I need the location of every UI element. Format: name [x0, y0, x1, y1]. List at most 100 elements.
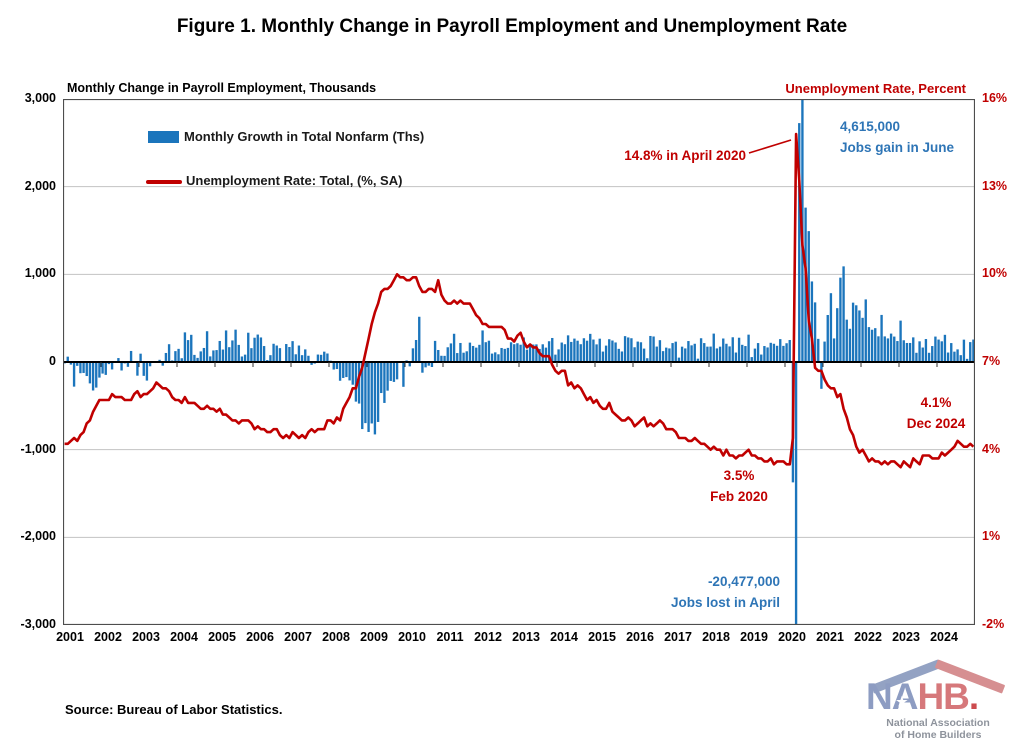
- annotation-feb-2020-rate: 3.5% Feb 2020: [694, 465, 784, 507]
- payroll-bar: [737, 337, 741, 362]
- payroll-bar: [725, 343, 728, 362]
- payroll-bar: [228, 347, 231, 362]
- payroll-bar: [240, 356, 244, 362]
- x-axis-year-label: 2014: [550, 630, 578, 644]
- payroll-bar: [262, 346, 266, 362]
- payroll-bar: [817, 338, 820, 362]
- payroll-bar: [500, 347, 503, 362]
- payroll-bar: [519, 344, 522, 362]
- payroll-bar: [839, 277, 842, 362]
- payroll-bar: [649, 335, 652, 362]
- payroll-bar: [940, 341, 943, 362]
- payroll-bar: [414, 339, 418, 362]
- payroll-bar: [744, 346, 747, 362]
- payroll-bar: [348, 362, 351, 381]
- legend-bar-label: Monthly Growth in Total Nonfarm (Ths): [184, 129, 425, 144]
- payroll-bar: [677, 357, 681, 362]
- payroll-bar: [620, 351, 624, 362]
- payroll-bar: [95, 362, 98, 388]
- x-axis-year-label: 2002: [94, 630, 122, 644]
- payroll-bar: [972, 339, 975, 362]
- payroll-bar: [272, 343, 275, 362]
- payroll-bar: [145, 362, 149, 381]
- payroll-bar: [297, 345, 301, 362]
- payroll-bar: [589, 333, 592, 362]
- annotation-dec-2024-rate-value: 4.1%: [920, 395, 952, 410]
- payroll-bar: [177, 348, 180, 362]
- payroll-bar: [72, 362, 76, 387]
- annotation-june-jobs-gain-value: 4,615,000: [840, 119, 901, 134]
- annotation-april-jobs-lost-value: -20,477,000: [707, 574, 780, 589]
- payroll-bar: [468, 342, 472, 362]
- payroll-bar: [756, 343, 760, 362]
- payroll-bar: [734, 352, 738, 362]
- payroll-bar: [782, 345, 785, 362]
- payroll-bar: [874, 328, 877, 362]
- payroll-bar: [205, 331, 209, 362]
- right-axis-tick-label: 16%: [982, 91, 1008, 105]
- payroll-bar: [421, 362, 424, 373]
- payroll-bar: [443, 355, 446, 362]
- source-note: Source: Bureau of Labor Statistics.: [65, 702, 283, 717]
- payroll-bar: [946, 352, 950, 362]
- annotation-april-jobs-lost-text: Jobs lost in April: [670, 595, 780, 610]
- payroll-bar: [715, 348, 719, 362]
- right-axis-tick-label: 1%: [982, 529, 1001, 544]
- payroll-bar: [810, 281, 814, 362]
- payroll-bar: [342, 362, 345, 378]
- annotation-feb-2020-rate-value: 3.5%: [723, 468, 755, 483]
- payroll-bar: [142, 362, 145, 376]
- payroll-bar: [535, 344, 538, 362]
- payroll-bar: [376, 362, 380, 422]
- payroll-bar: [905, 342, 909, 362]
- payroll-bar: [608, 339, 611, 362]
- payroll-bar: [560, 342, 563, 362]
- payroll-bar: [66, 356, 69, 362]
- payroll-bar: [224, 330, 228, 362]
- payroll-bar: [357, 362, 361, 404]
- logo-wordmark: NAHB.: [866, 678, 979, 716]
- right-axis-tick-label: 7%: [982, 354, 1001, 368]
- payroll-bar: [668, 348, 671, 362]
- payroll-bar: [338, 362, 342, 381]
- payroll-bar: [832, 338, 836, 362]
- payroll-bar: [877, 336, 880, 362]
- payroll-bar: [950, 343, 953, 362]
- left-axis-tick-label: -2,000: [20, 529, 56, 544]
- payroll-bar: [969, 342, 972, 362]
- payroll-bar: [696, 358, 700, 362]
- payroll-bar: [807, 231, 810, 362]
- payroll-bar: [848, 328, 852, 362]
- payroll-bar: [718, 346, 722, 362]
- payroll-bar: [544, 347, 548, 362]
- payroll-bar: [627, 337, 630, 362]
- right-axis-tick-label: -2%: [982, 617, 1005, 631]
- payroll-bar: [456, 353, 459, 362]
- payroll-bar: [870, 329, 874, 362]
- annotation-dec-2024-rate: 4.1% Dec 2024: [888, 392, 984, 434]
- annotation-feb-2020-rate-date: Feb 2020: [710, 489, 768, 504]
- x-axis-year-label: 2020: [778, 630, 806, 644]
- payroll-bar: [516, 343, 519, 362]
- payroll-bar: [190, 334, 193, 362]
- payroll-bar: [430, 362, 434, 367]
- payroll-bar: [332, 362, 335, 370]
- payroll-bar: [772, 343, 776, 362]
- payroll-bar: [646, 358, 649, 362]
- payroll-bar: [452, 333, 456, 362]
- payroll-bar: [690, 345, 693, 362]
- payroll-bar: [623, 336, 627, 362]
- payroll-bar: [706, 346, 709, 362]
- payroll-bar: [836, 308, 839, 362]
- x-axis-year-label: 2008: [322, 630, 350, 644]
- payroll-bar: [316, 354, 320, 362]
- payroll-bar: [741, 344, 744, 362]
- payroll-bar: [541, 344, 544, 362]
- payroll-bar: [924, 339, 928, 362]
- payroll-bar: [965, 358, 969, 362]
- payroll-bar: [563, 344, 567, 362]
- payroll-bar: [256, 334, 259, 362]
- payroll-bar: [234, 329, 237, 362]
- payroll-bar: [576, 340, 579, 362]
